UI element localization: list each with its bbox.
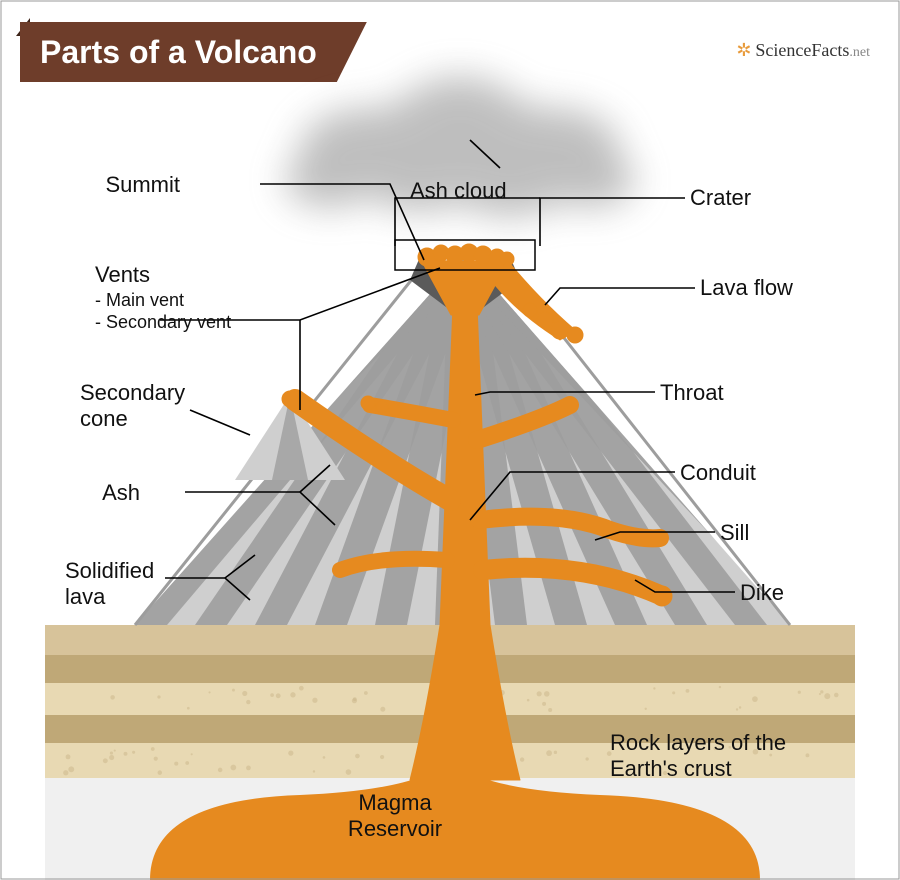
label-lava-flow: Lava flow: [700, 275, 793, 301]
diagram-stage: Parts of a Volcano ✲ScienceFacts.net Sum…: [0, 0, 900, 880]
label-dike: Dike: [740, 580, 784, 606]
label-sill: Sill: [720, 520, 749, 546]
label-vents-sub1: - Main vent: [95, 290, 184, 311]
label-vents: Vents: [95, 262, 150, 288]
label-ash-cloud: Ash cloud: [410, 178, 507, 204]
label-magma-res: MagmaReservoir: [348, 790, 442, 842]
label-rock-layers: Rock layers of theEarth's crust: [610, 730, 786, 782]
label-throat: Throat: [660, 380, 724, 406]
label-crater: Crater: [690, 185, 751, 211]
label-secondary-cone: Secondarycone: [80, 380, 185, 432]
label-ash: Ash: [102, 480, 140, 506]
label-solidified: Solidifiedlava: [65, 558, 154, 610]
label-vents-sub2: - Secondary vent: [95, 312, 231, 333]
label-summit: Summit: [105, 172, 180, 198]
label-conduit: Conduit: [680, 460, 756, 486]
